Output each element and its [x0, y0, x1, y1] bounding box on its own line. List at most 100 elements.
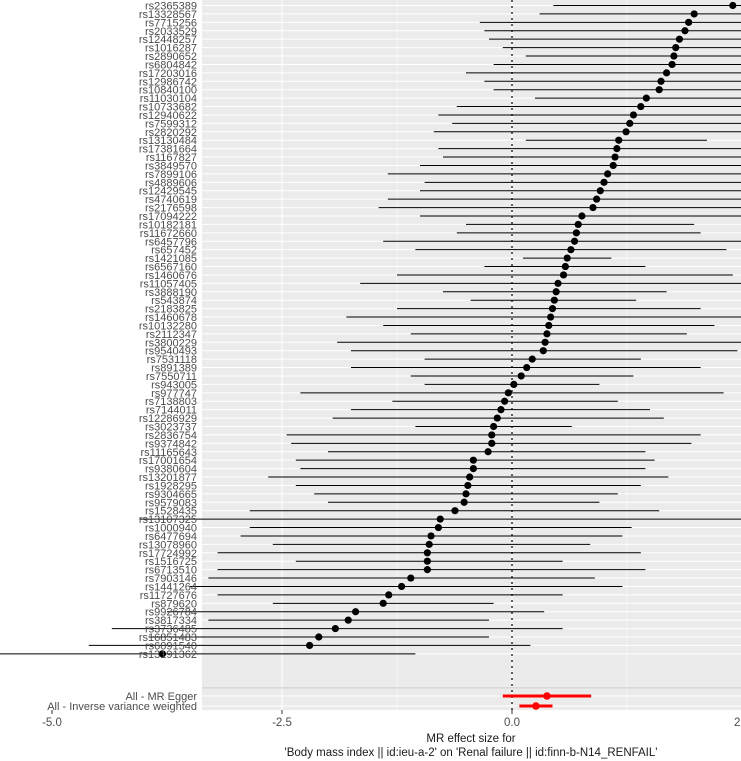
x-tick-label: -5.0	[42, 717, 62, 729]
y-label-rs11165643: rs11165643	[141, 447, 197, 459]
point-rs1000940	[434, 523, 442, 532]
point-rs977747	[504, 389, 512, 397]
point-rs2033529	[681, 27, 689, 35]
point-rs10840100	[655, 86, 663, 94]
y-label-rs879620: rs879620	[151, 598, 197, 610]
point-rs543874	[550, 296, 558, 304]
y-label-rs3736485: rs3736485	[145, 624, 197, 636]
y-label-rs9374842: rs9374842	[145, 438, 197, 450]
point-rs3023737	[490, 422, 498, 431]
point-rs9304665	[462, 490, 470, 498]
x-tick-label: 0.0	[504, 717, 520, 729]
y-label-rs9380604: rs9380604	[145, 464, 197, 476]
point-rs4889606	[600, 178, 608, 186]
y-label-rs12986742: rs12986742	[139, 76, 197, 88]
y-label-rs2836754: rs2836754	[145, 430, 197, 442]
x-axis-ticks: -5.0 -2.5 0.0 2.5	[42, 710, 741, 729]
point-rs3736485	[331, 624, 339, 633]
point-rs1460676	[559, 271, 568, 279]
y-label-rs3817334: rs3817334	[145, 615, 197, 627]
y-label-rs11030104: rs11030104	[140, 93, 197, 105]
y-label-rs9540493: rs9540493	[145, 346, 197, 358]
y-label-rs891389: rs891389	[151, 363, 197, 375]
point-rs7138803	[501, 397, 509, 405]
point-rs891389	[523, 363, 531, 372]
point-rs2836754	[488, 431, 496, 439]
point-rs17203016	[662, 69, 671, 77]
point-rs2176598	[589, 203, 597, 212]
point-rs1421085	[563, 254, 571, 262]
y-label-rs4889606: rs4889606	[145, 177, 197, 189]
y-label-rs6091540: rs6091540	[145, 640, 197, 652]
y-label-rs13328567: rs13328567	[139, 9, 197, 21]
y-label-rs11672660: rs11672660	[140, 228, 197, 240]
y-label-rs1460676: rs1460676	[145, 270, 197, 282]
y-label-rs1000940: rs1000940	[145, 523, 197, 535]
point-rs9579083	[460, 498, 468, 506]
point-rs9540493	[539, 347, 547, 355]
point-rs16851483	[315, 633, 323, 641]
point-rs13107325	[436, 515, 444, 523]
y-label-rs10182181: rs10182181	[139, 219, 197, 231]
y-label-rs16851483: rs16851483	[139, 632, 197, 644]
y-label-rs12286929: rs12286929	[139, 413, 197, 425]
y-label-rs543874: rs543874	[151, 295, 197, 307]
point-rs7550711	[517, 372, 525, 380]
point-rs13191362	[158, 650, 166, 658]
y-label-rs2890652: rs2890652	[145, 51, 197, 63]
summary-band	[202, 687, 741, 689]
point-rs11727676	[385, 591, 393, 599]
y-label-rs1441264: rs1441264	[145, 581, 197, 593]
point-rs6457796	[570, 237, 579, 245]
point-rs12986742	[657, 77, 665, 85]
summary-point-0	[543, 692, 551, 700]
summary-separator	[202, 687, 741, 689]
point-rs12940622	[629, 111, 638, 119]
y-label-rs11057405: rs11057405	[140, 278, 197, 290]
y-label-rs13107325: rs13107325	[139, 514, 197, 526]
point-rs6567160	[561, 262, 569, 271]
y-label-rs2820292: rs2820292	[145, 127, 197, 139]
y-label-rs11727676: rs11727676	[140, 590, 197, 602]
point-rs7903146	[407, 574, 415, 582]
y-label-rs3023737: rs3023737	[145, 422, 197, 434]
y-label-rs657452: rs657452	[151, 245, 197, 257]
point-rs4740619	[593, 195, 601, 203]
point-rs9380604	[469, 465, 477, 473]
point-rs2112347	[543, 330, 551, 338]
y-label-rs17001654: rs17001654	[139, 455, 197, 467]
y-label-rs12940622: rs12940622	[139, 110, 197, 122]
point-rs12286929	[493, 414, 501, 422]
point-rs1016287	[672, 44, 680, 52]
point-rs6091540	[306, 641, 314, 650]
y-label-rs7531118: rs7531118	[147, 354, 197, 366]
y-label-rs1421085: rs1421085	[145, 253, 197, 265]
point-rs6713510	[423, 566, 431, 574]
y-label-rs7138803: rs7138803	[145, 396, 197, 408]
summary-point-1	[532, 702, 540, 710]
point-rs11165643	[484, 448, 492, 456]
point-rs2890652	[670, 52, 678, 60]
point-rs13328567	[690, 10, 698, 18]
point-rs9374842	[488, 439, 496, 447]
y-label-rs4740619: rs4740619	[145, 194, 197, 206]
y-label-rs7715256: rs7715256	[145, 17, 197, 29]
point-rs2820292	[622, 128, 630, 136]
y-label-rs2176598: rs2176598	[145, 203, 197, 215]
y-label-rs13130484: rs13130484	[139, 135, 197, 147]
y-axis-labels: rs2365389rs13328567rs7715256rs2033529rs1…	[47, 1, 197, 714]
point-rs1528435	[451, 507, 459, 515]
y-label-rs1516725: rs1516725	[145, 556, 197, 568]
point-rs1441264	[398, 582, 406, 591]
y-label-rs7144011: rs7144011	[146, 405, 197, 417]
y-label-rs10132280: rs10132280	[139, 320, 197, 332]
y-label-rs10840100: rs10840100	[139, 85, 197, 97]
point-rs2365389	[729, 1, 737, 10]
point-rs11672660	[572, 229, 581, 237]
y-label-rs17724992: rs17724992	[139, 548, 197, 560]
y-label-rs12429545: rs12429545	[139, 186, 197, 198]
y-label-rs1528435: rs1528435	[145, 506, 197, 518]
y-label-summary-0: All - MR Egger	[125, 691, 197, 703]
point-rs13201877	[466, 473, 474, 481]
y-label-rs6567160: rs6567160	[145, 262, 197, 274]
